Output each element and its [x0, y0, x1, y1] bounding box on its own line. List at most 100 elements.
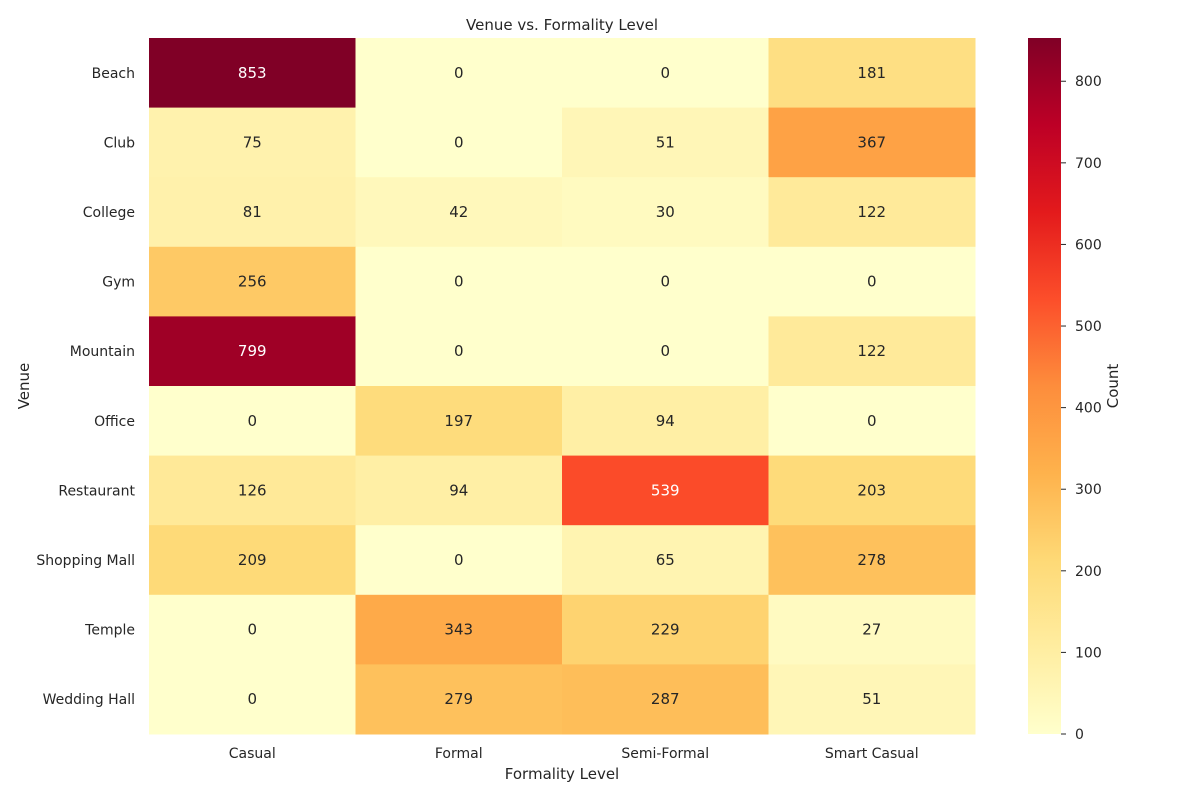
heatmap-cell-wedding-hall-semi-formal — [562, 664, 769, 735]
cell-value-gym-semi-formal: 0 — [660, 273, 670, 291]
y-tick-wedding-hall: Wedding Hall — [43, 692, 135, 708]
x-tick-smart-casual: Smart Casual — [825, 746, 919, 762]
chart-title: Venue vs. Formality Level — [466, 16, 658, 34]
cell-value-temple-smart-casual: 27 — [862, 621, 881, 639]
colorbar-label: Count — [1104, 364, 1122, 409]
heatmap-cell-office-semi-formal — [562, 386, 769, 457]
cell-value-office-semi-formal: 94 — [656, 412, 675, 430]
y-tick-temple: Temple — [84, 623, 135, 639]
cell-value-shopping-mall-formal: 0 — [454, 551, 464, 569]
cell-value-gym-formal: 0 — [454, 273, 464, 291]
heatmap-cell-office-smart-casual — [768, 386, 976, 457]
heatmap-cell-shopping-mall-casual — [149, 525, 356, 596]
heatmap-cell-wedding-hall-smart-casual — [768, 664, 976, 735]
colorbar-tick-800: 800 — [1075, 74, 1102, 90]
heatmap-cell-gym-smart-casual — [768, 246, 976, 317]
heatmap-cell-club-formal — [355, 107, 563, 178]
x-axis-label: Formality Level — [505, 765, 619, 783]
heatmap-cell-mountain-casual — [149, 316, 356, 387]
cell-value-club-smart-casual: 367 — [857, 133, 886, 151]
heatmap-cell-college-semi-formal — [562, 177, 769, 248]
colorbar-tick-500: 500 — [1075, 319, 1102, 335]
cell-value-shopping-mall-semi-formal: 65 — [656, 551, 675, 569]
heatmap-cell-shopping-mall-semi-formal — [562, 525, 769, 596]
heatmap-cell-restaurant-formal — [355, 455, 563, 526]
cell-value-office-smart-casual: 0 — [867, 412, 877, 430]
cell-value-wedding-hall-formal: 279 — [444, 690, 473, 708]
cell-value-beach-formal: 0 — [454, 64, 464, 82]
colorbar-tick-400: 400 — [1075, 401, 1102, 417]
colorbar-tick-700: 700 — [1075, 156, 1102, 172]
cell-value-beach-semi-formal: 0 — [660, 64, 670, 82]
cell-value-beach-casual: 853 — [238, 64, 267, 82]
heatmap-cell-restaurant-semi-formal — [562, 455, 769, 526]
cell-value-shopping-mall-smart-casual: 278 — [857, 551, 886, 569]
cell-value-club-casual: 75 — [243, 133, 262, 151]
heatmap-cell-wedding-hall-formal — [355, 664, 563, 735]
x-tick-casual: Casual — [229, 746, 276, 762]
cell-value-beach-smart-casual: 181 — [857, 64, 886, 82]
cell-value-restaurant-casual: 126 — [238, 481, 267, 499]
heatmap-cell-gym-formal — [355, 246, 563, 317]
cell-value-gym-smart-casual: 0 — [867, 273, 877, 291]
heatmap-cell-office-formal — [355, 386, 563, 457]
colorbar — [1028, 38, 1061, 734]
colorbar-tick-300: 300 — [1075, 482, 1102, 498]
cell-value-mountain-casual: 799 — [238, 342, 267, 360]
heatmap-cell-college-casual — [149, 177, 356, 248]
y-tick-labels: Beach Club College Gym Mountain Office Restaur… — [36, 66, 135, 708]
heatmap-cell-temple-formal — [355, 594, 563, 665]
heatmap-cell-beach-semi-formal — [562, 38, 769, 109]
y-tick-restaurant: Restaurant — [58, 483, 135, 499]
cell-value-wedding-hall-semi-formal: 287 — [651, 690, 680, 708]
cell-value-college-smart-casual: 122 — [857, 203, 886, 221]
y-tick-college: College — [83, 205, 135, 221]
heatmap-cell-club-casual — [149, 107, 356, 178]
cell-value-mountain-smart-casual: 122 — [857, 342, 886, 360]
cell-value-office-casual: 0 — [247, 412, 257, 430]
x-tick-semi-formal: Semi-Formal — [621, 746, 709, 762]
heatmap-cell-shopping-mall-formal — [355, 525, 563, 596]
y-tick-mountain: Mountain — [70, 344, 135, 360]
cell-value-wedding-hall-casual: 0 — [247, 690, 257, 708]
y-tick-shopping-mall: Shopping Mall — [36, 553, 135, 569]
colorbar-ticks: 0 100 200 300 400 500 600 700 800 — [1061, 74, 1102, 743]
heatmap-cell-gym-semi-formal — [562, 246, 769, 317]
cell-value-restaurant-semi-formal: 539 — [651, 481, 680, 499]
heatmap-cell-office-casual — [149, 386, 356, 457]
cell-value-temple-casual: 0 — [247, 621, 257, 639]
heatmap-cells — [149, 38, 976, 735]
heatmap-cell-temple-smart-casual — [768, 594, 976, 665]
cell-value-mountain-formal: 0 — [454, 342, 464, 360]
heatmap-cell-shopping-mall-smart-casual — [768, 525, 976, 596]
cell-value-gym-casual: 256 — [238, 273, 267, 291]
x-tick-formal: Formal — [435, 746, 483, 762]
heatmap-cell-mountain-semi-formal — [562, 316, 769, 387]
x-tick-labels: Casual Formal Semi-Formal Smart Casual — [229, 746, 919, 762]
heatmap-cell-temple-casual — [149, 594, 356, 665]
heatmap-cell-restaurant-smart-casual — [768, 455, 976, 526]
heatmap-cell-college-smart-casual — [768, 177, 976, 248]
heatmap-cell-beach-smart-casual — [768, 38, 976, 109]
cell-value-wedding-hall-smart-casual: 51 — [862, 690, 881, 708]
colorbar-tick-200: 200 — [1075, 564, 1102, 580]
heatmap-cell-mountain-smart-casual — [768, 316, 976, 387]
heatmap-cell-beach-casual — [149, 38, 356, 109]
cell-value-shopping-mall-casual: 209 — [238, 551, 267, 569]
cell-value-college-semi-formal: 30 — [656, 203, 675, 221]
colorbar-tick-600: 600 — [1075, 237, 1102, 253]
heatmap-cell-mountain-formal — [355, 316, 563, 387]
cell-value-temple-formal: 343 — [444, 621, 473, 639]
heatmap-cell-club-smart-casual — [768, 107, 976, 178]
y-tick-office: Office — [94, 414, 135, 430]
heatmap-cell-club-semi-formal — [562, 107, 769, 178]
cell-value-club-formal: 0 — [454, 133, 464, 151]
heatmap-cell-labels: 853 0 0 181 75 0 51 367 81 42 30 122 256 0 0 0 799 0 0 122 0… — [238, 64, 886, 708]
y-tick-club: Club — [104, 135, 136, 151]
y-tick-beach: Beach — [92, 66, 135, 82]
y-tick-gym: Gym — [102, 275, 135, 291]
heatmap-cell-beach-formal — [355, 38, 563, 109]
heatmap-cell-gym-casual — [149, 246, 356, 317]
